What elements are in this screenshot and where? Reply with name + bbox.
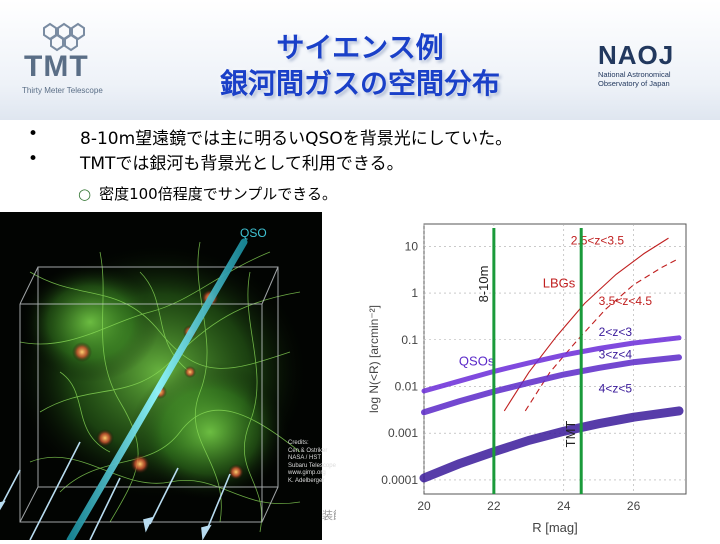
- series-line: [421, 335, 682, 394]
- series-name-label: 3.5<z<4.5: [599, 294, 653, 308]
- number-counts-chart: 0.0001 0.001 0.01 0.1 1 10 20 22 24 26 R [mag] log …: [336, 218, 720, 540]
- slide-title-line-1: サイエンス例: [276, 31, 444, 64]
- series-name-label: 4<z<5: [599, 381, 633, 395]
- credit-line: Credits:: [288, 440, 309, 446]
- series-name-label: 2<z<3: [599, 325, 633, 339]
- group-label-lbgs: LBGs: [543, 276, 576, 291]
- series-name-label: 2.5<z<3.5: [571, 233, 625, 247]
- x-axis-label: R [mag]: [532, 520, 578, 535]
- naoj-logo: NAOJ National Astronomical Observatory o…: [596, 40, 716, 100]
- series-name-label: 3<z<4: [599, 347, 633, 361]
- y-tick-label: 0.001: [388, 426, 418, 440]
- series-line: [419, 406, 684, 483]
- y-tick-label: 0.1: [401, 333, 418, 347]
- tmt-logo-text: TMT: [24, 50, 89, 83]
- hexagon-logo-icon: [43, 22, 85, 52]
- bullet-marker: •: [28, 149, 39, 169]
- vertical-marker-label: TMT: [563, 421, 578, 448]
- x-tick-label: 24: [557, 499, 571, 513]
- naoj-logo-text: NAOJ: [598, 40, 675, 70]
- tmt-logo-subtitle: Thirty Meter Telescope: [22, 86, 103, 95]
- series-line: [503, 237, 669, 412]
- naoj-logo-subtitle-line-1: National Astronomical: [598, 70, 671, 79]
- tmt-logo: TMT Thirty Meter Telescope: [18, 22, 118, 102]
- credit-line: Subaru Telescope: [288, 462, 336, 469]
- series-line: [421, 354, 682, 416]
- bullet-text: 8-10m望遠鏡では主に明るいQSOを背景光にしていた。: [80, 129, 513, 149]
- y-tick-label: 0.0001: [381, 473, 418, 487]
- y-tick-label: 10: [405, 239, 419, 253]
- x-tick-label: 22: [487, 499, 501, 513]
- y-tick-label: 1: [411, 286, 418, 300]
- credit-line: Cen & Ostriker: [288, 447, 328, 454]
- naoj-logo-subtitle-line-2: Observatory of Japan: [598, 79, 670, 88]
- simulation-image: QSO: [0, 212, 322, 540]
- slide-header: TMT Thirty Meter Telescope サイエンス例 銀河間ガスの…: [0, 0, 720, 120]
- sub-bullet-text: 密度100倍程度でサンプルできる。: [99, 185, 337, 203]
- credit-line: K. Adelberger: [288, 477, 325, 484]
- sub-bullet: ○ 密度100倍程度でサンプルできる。: [78, 183, 337, 204]
- group-label-qsos: QSOs: [459, 354, 495, 369]
- credit-line: www.gimp.org: [288, 470, 326, 476]
- x-tick-label: 26: [627, 499, 641, 513]
- slide-title-line-2: 銀河間ガスの空間分布: [219, 67, 500, 100]
- credit-line: NASA / HST: [288, 455, 322, 461]
- qso-label: QSO: [240, 226, 267, 240]
- series-line: [524, 257, 680, 412]
- vertical-marker-label: 8-10m: [476, 266, 491, 303]
- y-tick-label: 0.01: [395, 379, 419, 393]
- chart-svg: 0.0001 0.001 0.01 0.1 1 10 20 22 24 26 R [mag] log …: [367, 223, 687, 535]
- y-axis-label: log N(<R) [arcmin⁻²]: [367, 305, 381, 413]
- cosmic-web-picture: [0, 212, 322, 540]
- sub-bullet-marker: ○: [78, 185, 92, 203]
- bullet-marker: •: [28, 124, 39, 144]
- naoj-logo-subtitle: National Astronomical Observatory of Jap…: [598, 70, 718, 88]
- x-tick-label: 20: [417, 499, 431, 513]
- bullet-text: TMTでは銀河も背景光として利用できる。: [80, 154, 404, 174]
- image-credits: Credits: Cen & Ostriker NASA / HST Subar…: [288, 440, 336, 485]
